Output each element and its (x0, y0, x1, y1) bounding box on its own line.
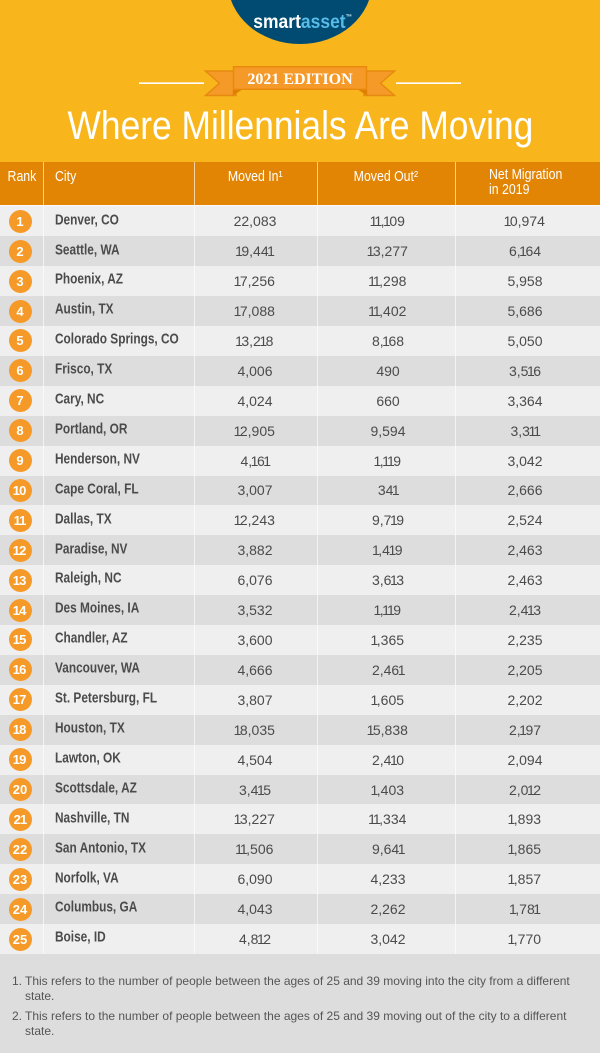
svg-text:2021 EDITION: 2021 EDITION (247, 71, 353, 88)
